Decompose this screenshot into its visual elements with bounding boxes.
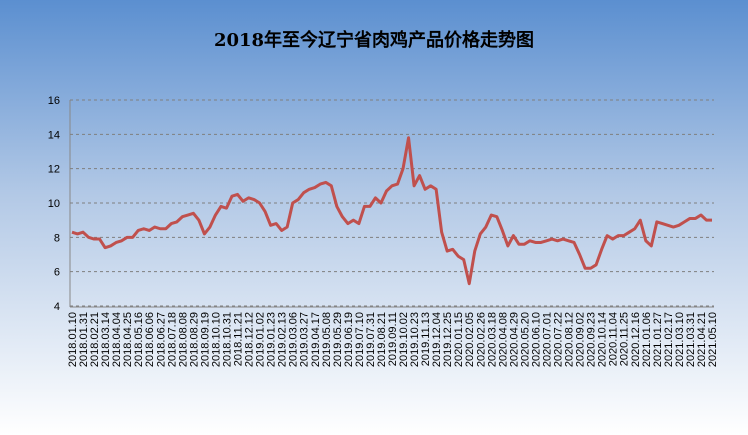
x-tick-label: 2019.11.13: [420, 312, 432, 366]
x-tick-label: 2020.04.08: [497, 312, 509, 367]
x-tick-label: 2020.05.20: [519, 312, 531, 367]
x-tick-label: 2020.11.04: [608, 312, 620, 366]
x-tick-label: 2020.07.22: [553, 312, 565, 367]
x-tick-label: 2020.07.01: [541, 312, 553, 367]
x-tick-label: 2018.05.16: [133, 312, 145, 367]
x-tick-label: 2019.05.08: [321, 312, 333, 367]
x-tick-label: 2021.01.27: [652, 312, 664, 367]
x-tick-label: 2019.06.19: [343, 312, 355, 367]
x-tick-label: 2020.09.02: [575, 312, 587, 367]
y-tick-label: 8: [54, 232, 60, 244]
x-tick-label: 2019.02.13: [277, 312, 289, 367]
x-tick-label: 2019.05.29: [332, 312, 344, 367]
x-tick-label: 2020.04.29: [508, 312, 520, 367]
x-tick-label: 2020.08.12: [564, 312, 576, 367]
y-tick-label: 4: [54, 301, 60, 313]
x-tick-label: 2019.03.06: [288, 312, 300, 367]
x-tick-label: 2018.08.29: [188, 312, 200, 367]
x-tick-label: 2018.01.31: [78, 312, 90, 367]
x-tick-label: 2020.01.15: [453, 312, 465, 367]
x-tick-label: 2019.12.04: [431, 312, 443, 367]
x-tick-label: 2021.05.10: [707, 312, 719, 367]
x-tick-label: 2018.06.06: [144, 312, 156, 367]
x-tick-label: 2019.03.27: [299, 312, 311, 367]
x-tick-label: 2018.08.08: [177, 312, 189, 367]
x-tick-label: 2018.09.19: [199, 312, 211, 367]
x-tick-label: 2019.07.10: [354, 312, 366, 367]
x-tick-label: 2019.04.17: [310, 312, 322, 367]
x-tick-label: 2019.01.23: [266, 312, 278, 367]
line-series: [71, 136, 712, 286]
x-tick-label: 2021.03.10: [674, 312, 686, 367]
x-tick-label: 2018.12.12: [244, 312, 256, 367]
x-tick-label: 2019.12.25: [442, 312, 454, 367]
x-tick-label: 2018.10.31: [221, 312, 233, 367]
x-tick-label: 2019.10.23: [409, 312, 421, 367]
x-tick-label: 2021.02.17: [663, 312, 675, 367]
chart-title: 2018年至今辽宁省肉鸡产品价格走势图: [214, 29, 534, 51]
x-tick-label: 2020.12.16: [630, 312, 642, 367]
x-tick-label: 2018.06.27: [155, 312, 167, 367]
x-tick-label: 2021.03.31: [685, 312, 697, 367]
x-tick-label: 2019.01.02: [255, 312, 267, 367]
x-tick-label: 2018.07.18: [166, 312, 178, 367]
y-tick-label: 12: [48, 164, 60, 176]
x-tick-label: 2020.02.26: [475, 312, 487, 367]
y-tick-label: 6: [54, 267, 60, 279]
x-tick-label: 2019.09.11: [387, 312, 399, 366]
x-tick-label: 2018.04.04: [111, 312, 123, 367]
x-tick-label: 2018.01.10: [67, 312, 79, 367]
x-tick-label: 2019.08.21: [376, 312, 388, 367]
x-tick-label: 2018.03.14: [100, 312, 112, 367]
y-tick-label: 14: [48, 129, 60, 141]
x-tick-label: 2019.07.31: [365, 312, 377, 367]
x-tick-label: 2021.01.06: [641, 312, 653, 367]
x-tick-label: 2021.04.21: [696, 312, 708, 367]
x-tick-label: 2020.06.10: [530, 312, 542, 367]
x-tick-label: 2019.10.02: [398, 312, 410, 367]
x-tick-label: 2018.11.21: [233, 312, 245, 366]
x-tick-label: 2020.11.25: [619, 312, 631, 366]
x-tick-label: 2020.02.05: [464, 312, 476, 367]
x-tick-label: 2020.10.14: [597, 312, 609, 367]
y-tick-label: 16: [48, 95, 60, 107]
x-tick-label: 2018.04.25: [122, 312, 134, 367]
x-tick-label: 2020.09.23: [586, 312, 598, 367]
x-tick-label: 2020.03.18: [486, 312, 498, 367]
x-tick-label: 2018.10.10: [210, 312, 222, 367]
x-tick-label: 2018.02.21: [89, 312, 101, 367]
y-tick-label: 10: [48, 198, 60, 210]
